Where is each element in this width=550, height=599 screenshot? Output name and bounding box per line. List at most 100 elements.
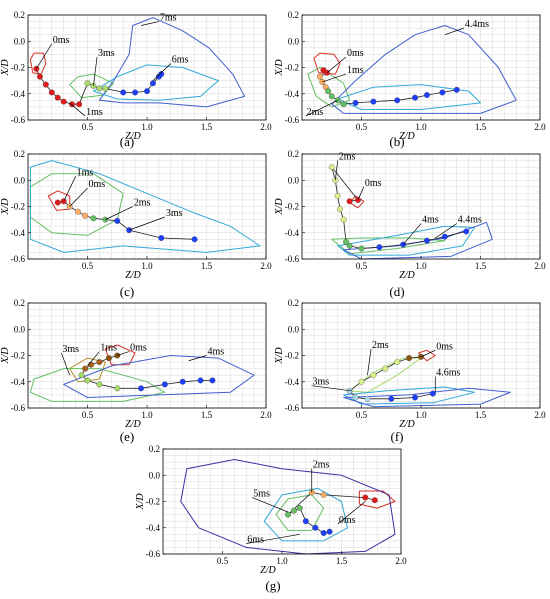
x-tick-label: 1.0 (141, 410, 153, 420)
x-tick-label: 1.0 (415, 410, 427, 420)
data-point (290, 507, 297, 514)
data-point (96, 381, 103, 388)
data-point (453, 86, 460, 93)
annotation-2: 1ms (87, 343, 117, 367)
annotation-2: 0ms (69, 179, 105, 207)
data-point (54, 199, 61, 206)
panel-label: (e) (120, 429, 134, 444)
y-tick-label: 0.0 (288, 36, 300, 46)
x-tick-label: 2.0 (260, 261, 272, 271)
data-point (54, 94, 61, 101)
annotation-4: 4.4ms (435, 215, 482, 239)
annotation-3: 4ms (402, 215, 439, 245)
annotation-label: 0ms (130, 343, 147, 354)
annotation-label: 6ms (247, 535, 264, 546)
y-tick-label: 0.0 (14, 175, 26, 185)
y-tick-label: -0.4 (146, 523, 161, 533)
contour-1 (313, 52, 341, 75)
data-point (362, 494, 369, 501)
y-tick-label: -0.4 (285, 228, 300, 238)
annotation-arrow (337, 501, 366, 525)
annotation-3: 4.6ms (434, 368, 461, 393)
contour-2 (307, 67, 351, 108)
annotation-label: 2ms (313, 460, 330, 471)
series-3 (120, 71, 165, 96)
annotation-arrow (36, 43, 53, 69)
annotation-label: 1ms (77, 167, 94, 178)
contour-3 (29, 368, 166, 402)
annotation-arrow (357, 186, 365, 201)
annotation-arrow (311, 385, 353, 392)
panel-label: (b) (389, 134, 404, 149)
y-tick-label: -0.2 (11, 202, 25, 212)
series-2 (358, 359, 401, 385)
annotation-label: 2ms (372, 340, 389, 351)
data-point (316, 73, 323, 80)
annotation-label: 4.4ms (465, 19, 489, 30)
y-tick-label: -0.4 (285, 89, 300, 99)
data-point (326, 528, 333, 535)
x-tick-label: 2.0 (260, 122, 272, 132)
annotation-label: 2ms (339, 152, 356, 163)
data-point (76, 101, 83, 108)
annotation-label: 6ms (172, 55, 189, 66)
data-point (343, 238, 349, 245)
x-tick-label: 1.5 (201, 410, 213, 420)
contour-3 (337, 84, 481, 110)
y-tick-label: -0.6 (285, 254, 300, 264)
x-tick-label: 0.5 (356, 261, 368, 271)
x-tick-label: 1.5 (201, 122, 213, 132)
x-axis-label: Z/D (260, 565, 276, 576)
contour-3 (29, 160, 261, 253)
series-3 (346, 387, 371, 402)
panel-label: (c) (120, 284, 134, 299)
contour-2 (275, 494, 325, 531)
x-axis-label: Z/D (399, 419, 415, 430)
x-tick-label: 0.5 (356, 122, 368, 132)
annotation-label: 4.4ms (458, 215, 482, 226)
series-4 (138, 377, 216, 392)
annotation-label: 1ms (100, 343, 117, 354)
y-tick-label: -0.2 (285, 351, 299, 361)
data-point (285, 511, 291, 518)
x-tick-label: 1.5 (475, 261, 487, 271)
y-tick-label: 0.2 (288, 10, 299, 20)
data-point (82, 212, 89, 219)
data-point (412, 94, 418, 101)
y-tick-label: -0.2 (11, 63, 25, 73)
data-point (96, 359, 103, 366)
contour-4 (63, 355, 255, 398)
data-point (132, 89, 139, 96)
annotation-1: 0ms (326, 48, 364, 74)
annotation-arrow (326, 56, 347, 74)
data-point (84, 80, 91, 87)
x-tick-label: 1.5 (201, 261, 213, 271)
series-4 (352, 86, 460, 106)
annotation-label: 2ms (307, 107, 324, 118)
x-tick-label: 1.0 (415, 122, 427, 132)
annotation-label: 4.6ms (436, 368, 460, 379)
series-3 (343, 238, 365, 252)
contour-1 (47, 190, 71, 211)
annotation-arrow (140, 21, 159, 26)
contour-1 (104, 344, 136, 366)
data-point (388, 395, 395, 402)
series-4 (114, 217, 198, 243)
annotation-2: 0ms (357, 178, 382, 201)
annotation-1: 2ms (367, 340, 389, 376)
annotation-3: 0ms (117, 343, 147, 356)
x-tick-label: 1.5 (336, 556, 348, 566)
data-point (358, 378, 365, 385)
x-tick-label: 0.5 (82, 261, 94, 271)
annotation-label: 3ms (313, 377, 330, 388)
annotation-3: 3ms (93, 48, 115, 86)
annotation-arrow (87, 351, 100, 367)
annotation-arrow (93, 56, 98, 86)
data-point (102, 216, 109, 223)
annotation-label: 5ms (253, 489, 270, 500)
annotation-label: 0ms (365, 178, 382, 189)
y-tick-label: 0.2 (288, 298, 299, 308)
data-point (191, 236, 198, 243)
x-axis-label: Z/D (125, 270, 141, 281)
data-point (340, 216, 347, 223)
